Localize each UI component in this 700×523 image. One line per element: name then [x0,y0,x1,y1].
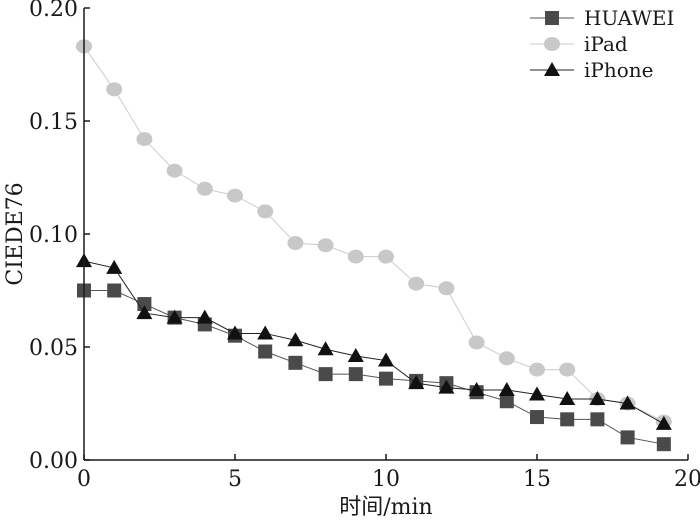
data-point-ipad [347,249,364,264]
series-line-iphone [83,260,665,425]
legend-marker [545,11,559,25]
data-point-ipad [287,236,304,251]
data-point-huawei [620,430,635,445]
y-tick-label: 0.05 [29,336,78,361]
y-tick-label: 0.10 [29,223,78,248]
legend-label: iPhone [584,58,654,82]
x-tick-label: 0 [77,467,91,492]
legend-label: iPad [584,32,628,56]
data-point-huawei [590,412,605,427]
data-point-ipad [378,249,394,264]
x-tick-label: 5 [228,467,242,492]
y-tick-label: 0.00 [29,449,78,474]
data-point-iphone [136,305,153,320]
data-point-huawei [499,394,514,409]
data-point-huawei [656,437,671,452]
data-point-huawei [560,412,575,427]
data-point-huawei [348,367,363,382]
y-tick-label: 0.15 [29,110,78,135]
series-ipad [76,39,672,429]
data-point-iphone [347,348,364,363]
data-point-ipad [136,132,153,147]
data-point-iphone [559,390,576,405]
series-huawei [77,283,671,452]
data-point-ipad [468,335,485,350]
data-point-iphone [378,352,394,367]
data-point-iphone [589,390,606,405]
data-point-huawei [258,344,273,359]
data-point-iphone [106,259,123,274]
data-point-iphone [438,379,455,394]
series-line-ipad [83,46,665,423]
x-axis-title: 时间/min [339,495,432,520]
x-tick-label: 20 [674,467,700,492]
legend-item-huawei: HUAWEI [530,6,674,30]
x-tick-label: 10 [372,467,400,492]
data-point-iphone [529,386,545,401]
data-point-iphone [408,375,425,390]
data-point-iphone [227,325,243,340]
data-point-iphone [196,309,213,324]
data-point-iphone [257,325,274,340]
data-point-huawei [379,371,393,386]
legend-item-ipad: iPad [530,32,628,56]
series-layer [76,39,672,452]
data-point-iphone [468,381,485,396]
y-ticks: 0.00 0.05 0.10 0.15 0.20 [29,0,90,474]
data-point-ipad [227,188,243,203]
legend-label: HUAWEI [584,6,674,30]
data-point-iphone [166,309,183,324]
legend-marker [544,37,560,51]
data-point-ipad [317,238,334,253]
legend-item-iphone: iPhone [530,58,654,82]
data-point-iphone [498,381,515,396]
data-point-ipad [106,82,123,97]
data-point-huawei [530,410,544,425]
data-point-huawei [288,355,303,370]
data-point-ipad [196,181,213,196]
data-point-iphone [317,341,334,356]
data-point-ipad [529,362,545,377]
data-point-ipad [559,362,576,377]
data-point-ipad [498,351,515,366]
data-point-ipad [408,276,425,291]
x-ticks: 0 5 10 15 20 [77,454,700,492]
data-point-ipad [257,204,274,219]
y-axis-title: CIEDE76 [3,182,28,285]
data-point-iphone [619,395,636,410]
data-point-huawei [318,367,333,382]
data-point-iphone [287,332,304,347]
legend-marker [544,62,560,76]
data-point-iphone [655,415,672,430]
data-point-ipad [166,163,183,178]
y-tick-label: 0.20 [29,0,78,22]
series-iphone [76,253,672,430]
data-point-ipad [438,281,455,296]
data-point-huawei [107,283,122,298]
x-tick-label: 15 [523,467,551,492]
